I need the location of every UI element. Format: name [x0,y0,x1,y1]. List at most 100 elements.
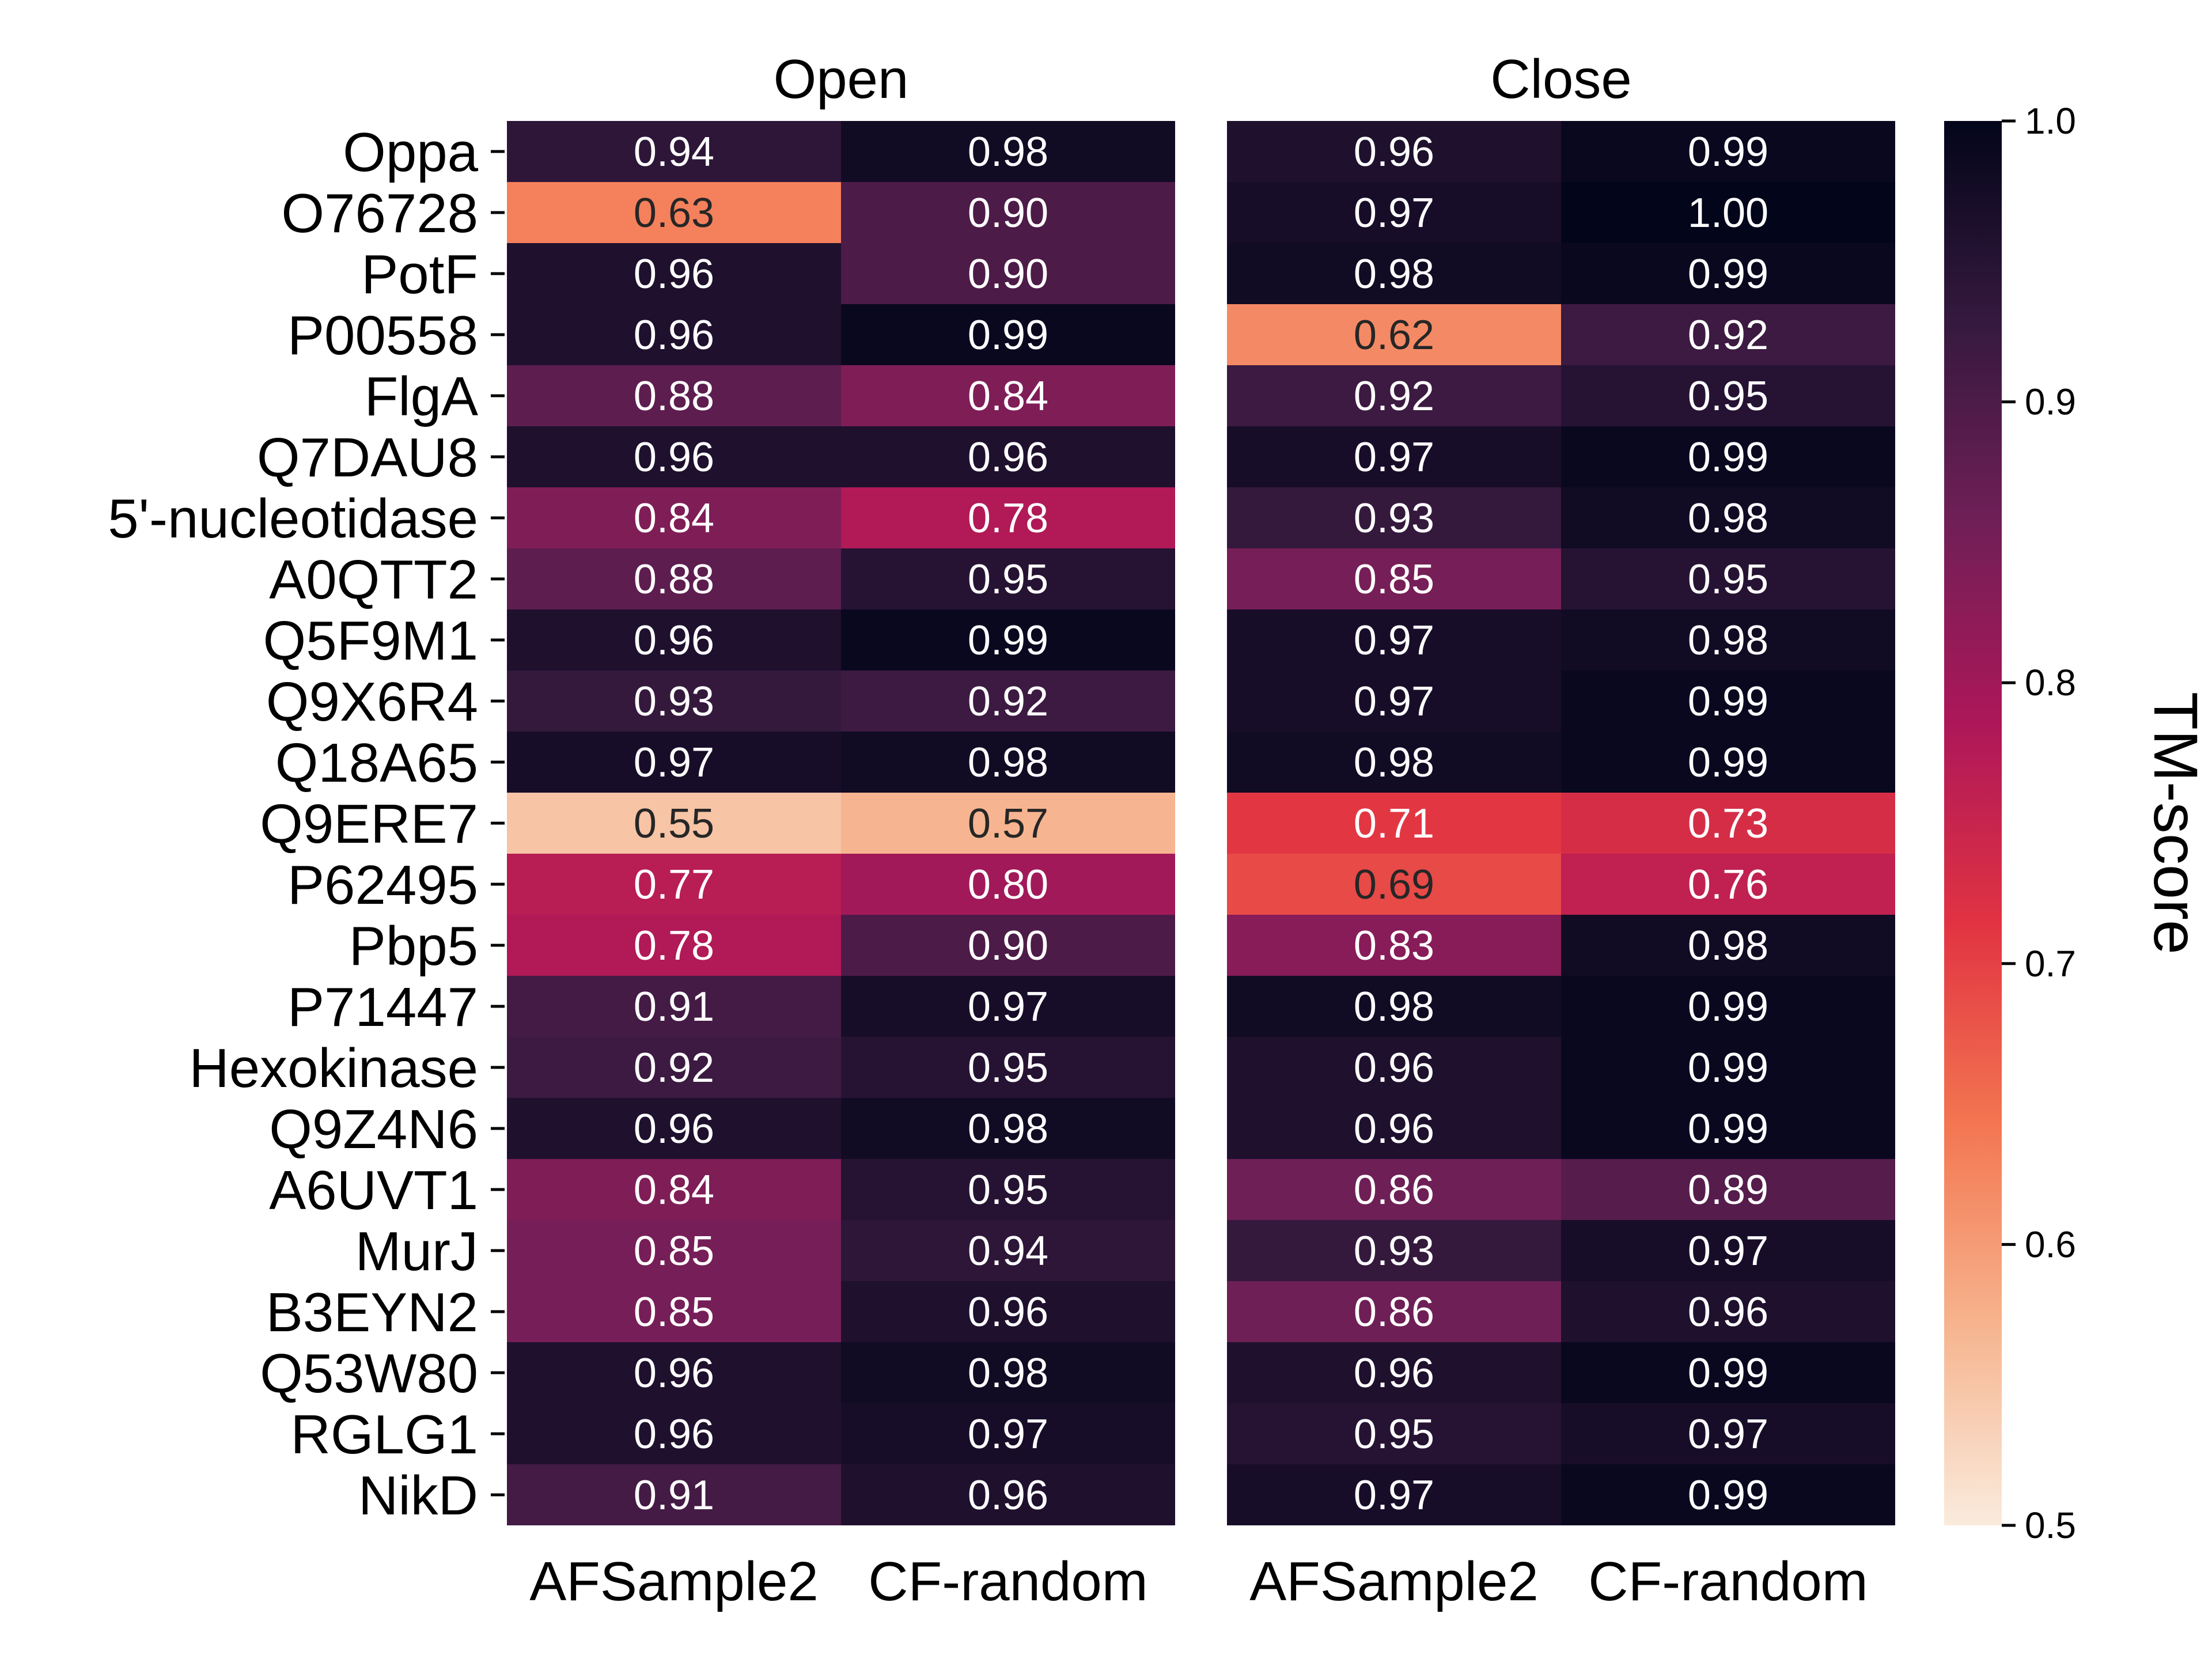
heatmap-cell [1227,1464,1561,1525]
heatmap-cell [1227,915,1561,976]
heatmap-cell [507,1098,841,1159]
heatmap-cell [841,915,1175,976]
cell-value-label: 0.76 [1688,862,1768,908]
heatmap-cell [841,1403,1175,1464]
heatmap-cell [507,548,841,609]
heatmap-cell [841,1220,1175,1281]
cell-value-label: 0.96 [634,1350,714,1396]
heatmap-cell [841,976,1175,1037]
heatmap-cell [507,1159,841,1220]
cell-value-label: 0.96 [968,434,1048,480]
heatmap-cell [841,671,1175,732]
cell-value-label: 0.91 [634,984,714,1030]
heatmap-cell [1561,1464,1895,1525]
cell-value-label: 0.96 [1354,1045,1434,1091]
heatmap-cell [1561,1098,1895,1159]
heatmap-cell [841,304,1175,365]
cell-value-label: 0.96 [634,1106,714,1152]
heatmap-cell [841,1159,1175,1220]
heatmap-cell [1561,548,1895,609]
heatmap-cell [507,365,841,426]
heatmap-cell [841,1037,1175,1098]
column-label: AFSample2 [1249,1551,1539,1612]
heatmap-cell [1227,426,1561,487]
heatmap-cell [841,243,1175,304]
cell-value-label: 0.97 [1354,679,1434,725]
heatmap-cell [1561,793,1895,854]
cell-value-label: 0.93 [634,679,714,725]
column-label: CF-random [1588,1551,1868,1612]
heatmap-cell [1561,121,1895,182]
colorbar-tick-label: 0.8 [2025,662,2076,703]
cell-value-label: 0.62 [1354,312,1434,358]
heatmap-cell [507,426,841,487]
heatmap-cell [507,243,841,304]
cell-value-label: 0.88 [634,373,714,419]
cell-value-label: 0.99 [968,618,1048,664]
cell-value-label: 0.98 [1688,618,1768,664]
cell-value-label: 0.90 [968,923,1048,969]
heatmap-cell [841,1464,1175,1525]
cell-value-label: 0.80 [968,862,1048,908]
heatmap-cell [1227,1037,1561,1098]
row-label: P62495 [287,854,478,916]
row-label: Pbp5 [349,915,478,977]
heatmap-cell [507,1342,841,1403]
cell-value-label: 0.95 [968,1045,1048,1091]
heatmap-cell [841,1281,1175,1342]
heatmap-cell [507,1037,841,1098]
panel-title: Close [1490,48,1631,110]
cell-value-label: 0.95 [1688,373,1768,419]
row-label: B3EYN2 [266,1282,478,1343]
cell-value-label: 0.98 [1688,923,1768,969]
row-labels: OppaO76728PotFP00558FlgAQ7DAU85'-nucleot… [108,122,505,1527]
cell-value-label: 0.88 [634,556,714,603]
cell-value-label: 0.90 [968,190,1048,236]
row-label: FlgA [365,366,478,427]
cell-value-label: 0.98 [968,1350,1048,1396]
row-label: Q53W80 [260,1343,478,1404]
heatmap-cell [507,182,841,243]
row-label: Q7DAU8 [257,427,478,488]
cell-value-label: 0.55 [634,801,714,847]
cell-value-label: 0.99 [1688,984,1768,1030]
heatmap-cell [1561,915,1895,976]
heatmap-cell [1227,854,1561,915]
cell-value-label: 0.95 [1688,556,1768,603]
heatmap-cell [1227,1098,1561,1159]
heatmap-cell [1561,365,1895,426]
heatmap-cell [507,1281,841,1342]
cell-value-label: 0.99 [1688,1350,1768,1396]
cell-value-label: 0.95 [1354,1411,1434,1457]
row-label: Q9Z4N6 [269,1099,478,1160]
heatmap-cell [1227,243,1561,304]
cell-value-label: 0.97 [968,1411,1048,1457]
cell-value-label: 0.94 [634,129,714,175]
cell-value-label: 0.92 [968,679,1048,725]
heatmap-cell [841,487,1175,548]
cell-value-label: 0.98 [1354,984,1434,1030]
cell-value-label: 0.99 [1688,129,1768,175]
cell-value-label: 0.92 [634,1045,714,1091]
cell-value-label: 0.97 [1354,1472,1434,1518]
cell-value-label: 0.85 [634,1228,714,1274]
heatmap-cell [1561,854,1895,915]
cell-value-label: 0.97 [1354,434,1434,480]
cell-value-label: 0.96 [968,1289,1048,1335]
cell-value-label: 0.96 [634,1411,714,1457]
cell-value-label: 0.98 [1688,495,1768,541]
heatmap-cell [841,1342,1175,1403]
row-label: A0QTT2 [269,549,478,611]
cell-value-label: 0.96 [1688,1289,1768,1335]
cell-value-label: 0.98 [968,1106,1048,1152]
colorbar-tick-label: 1.0 [2025,100,2076,142]
heatmap-cell [841,548,1175,609]
cell-value-label: 0.84 [634,495,714,541]
heatmap-cell [1561,243,1895,304]
cell-value-label: 0.97 [1354,618,1434,664]
heatmap-cell [1227,121,1561,182]
colorbar-label: TM-score [2141,692,2211,955]
heatmap-cell [841,182,1175,243]
heatmap-cell [1561,304,1895,365]
cell-value-label: 0.96 [1354,1350,1434,1396]
